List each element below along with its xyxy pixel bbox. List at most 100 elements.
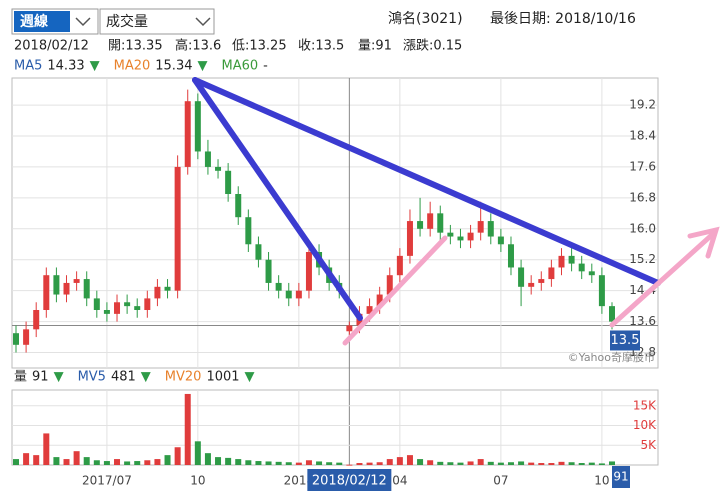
x-tick-label: 2017/07 xyxy=(82,474,132,488)
candle-body xyxy=(578,263,585,272)
volume-bar xyxy=(346,464,353,466)
candle-body xyxy=(406,221,413,256)
volume-bar xyxy=(245,460,252,465)
candle-body xyxy=(528,282,535,287)
indicator-dropdown[interactable] xyxy=(99,8,215,35)
candle-body xyxy=(73,279,80,283)
candle-body xyxy=(467,232,474,241)
info-date: 2018/02/12 xyxy=(14,39,89,54)
candle-body xyxy=(255,244,262,260)
volume-badge-text: 91 xyxy=(613,470,628,484)
volume-bar xyxy=(154,459,161,465)
candle-body xyxy=(295,290,302,299)
chevron xyxy=(195,17,211,27)
candle-body xyxy=(548,267,555,280)
y-tick-label: 17.6 xyxy=(629,159,656,173)
volume-bar xyxy=(23,453,30,465)
info-open: 開:13.35 xyxy=(108,39,163,54)
y-tick-label: 15.2 xyxy=(629,252,656,266)
candle-body xyxy=(497,236,504,245)
volume-bar xyxy=(487,461,494,465)
candle-body xyxy=(538,279,545,283)
legend-value: 1001 xyxy=(206,370,239,385)
x-tick-label: 07 xyxy=(493,474,508,488)
volume-bar xyxy=(518,461,525,465)
volume-bar xyxy=(336,462,343,465)
legend-name: MA60 xyxy=(221,59,258,74)
volume-bar xyxy=(316,461,323,465)
legend-arrow: ▼ xyxy=(141,370,151,385)
candle-body xyxy=(13,333,19,345)
legend-arrow: ▼ xyxy=(245,370,255,385)
volume-bar xyxy=(386,459,393,465)
volume-bar xyxy=(406,455,413,465)
volume-bar xyxy=(63,459,70,465)
price-badge-text: 13.5 xyxy=(611,333,640,348)
candle-body xyxy=(114,302,121,314)
candle-body xyxy=(265,259,272,283)
candle-body xyxy=(396,255,403,276)
candle-body xyxy=(305,252,312,291)
candle-body xyxy=(507,244,514,268)
volume-bar xyxy=(457,462,464,465)
volume-bar xyxy=(568,462,575,465)
volume-bar xyxy=(93,460,100,465)
volume-bar xyxy=(609,461,615,465)
info-high: 高:13.6 xyxy=(175,38,221,54)
candle-body xyxy=(93,298,100,310)
volume-bar xyxy=(134,461,141,465)
candle-body xyxy=(376,294,383,307)
candle-body xyxy=(204,151,211,167)
info-volume: 量:91 xyxy=(358,39,392,54)
y-tick-label: 16.8 xyxy=(629,190,656,204)
volume-bar xyxy=(194,441,201,465)
volume-bar xyxy=(103,461,110,465)
volume-bar xyxy=(285,462,292,465)
volume-bar xyxy=(588,462,595,465)
candle-body xyxy=(23,329,30,345)
legend-value: 481 xyxy=(111,370,136,385)
volume-bar xyxy=(255,461,262,465)
volume-bar xyxy=(184,393,191,465)
volume-bar xyxy=(528,462,535,465)
x-tick-label: 10 xyxy=(190,474,205,488)
candle-body xyxy=(427,213,434,229)
candle-body xyxy=(63,282,70,295)
volume-bar xyxy=(437,461,444,465)
price-pane xyxy=(11,77,659,369)
legend-name: MV5 xyxy=(78,370,106,385)
candle-body xyxy=(558,255,565,268)
info-change: 漲跌:0.15 xyxy=(403,38,462,54)
candle-body xyxy=(245,217,252,245)
volume-bar xyxy=(507,462,514,465)
volume-bar xyxy=(215,457,222,465)
price-badge xyxy=(610,330,640,351)
candle-body xyxy=(417,221,424,229)
indicator-text: 成交量 xyxy=(106,13,148,30)
candle-body xyxy=(518,267,525,287)
volume-bar xyxy=(225,457,232,465)
volume-bar xyxy=(538,463,545,465)
legend-name: 量 xyxy=(14,370,27,385)
candle-body xyxy=(103,310,110,314)
volume-bar xyxy=(235,459,242,465)
volume-bar xyxy=(33,455,40,465)
trend-line xyxy=(192,77,363,321)
candle-body xyxy=(487,221,494,237)
legend-arrow: ▼ xyxy=(54,370,64,385)
volume-bar xyxy=(275,461,282,465)
candle-body xyxy=(134,306,141,310)
candle-body xyxy=(568,255,575,264)
candle-body xyxy=(275,282,282,291)
watermark: ©Yahoo奇摩股市 xyxy=(568,350,655,364)
volume-badge xyxy=(612,466,630,488)
y-tick-label: 5K xyxy=(640,438,657,452)
legend-name: MA5 xyxy=(14,59,42,74)
candle-body xyxy=(346,325,353,332)
legend-name: MV20 xyxy=(165,370,202,385)
candle-body xyxy=(225,170,232,194)
y-tick-label: 18.4 xyxy=(629,129,656,143)
candle-body xyxy=(235,194,242,218)
legend-name: MA20 xyxy=(114,59,151,74)
